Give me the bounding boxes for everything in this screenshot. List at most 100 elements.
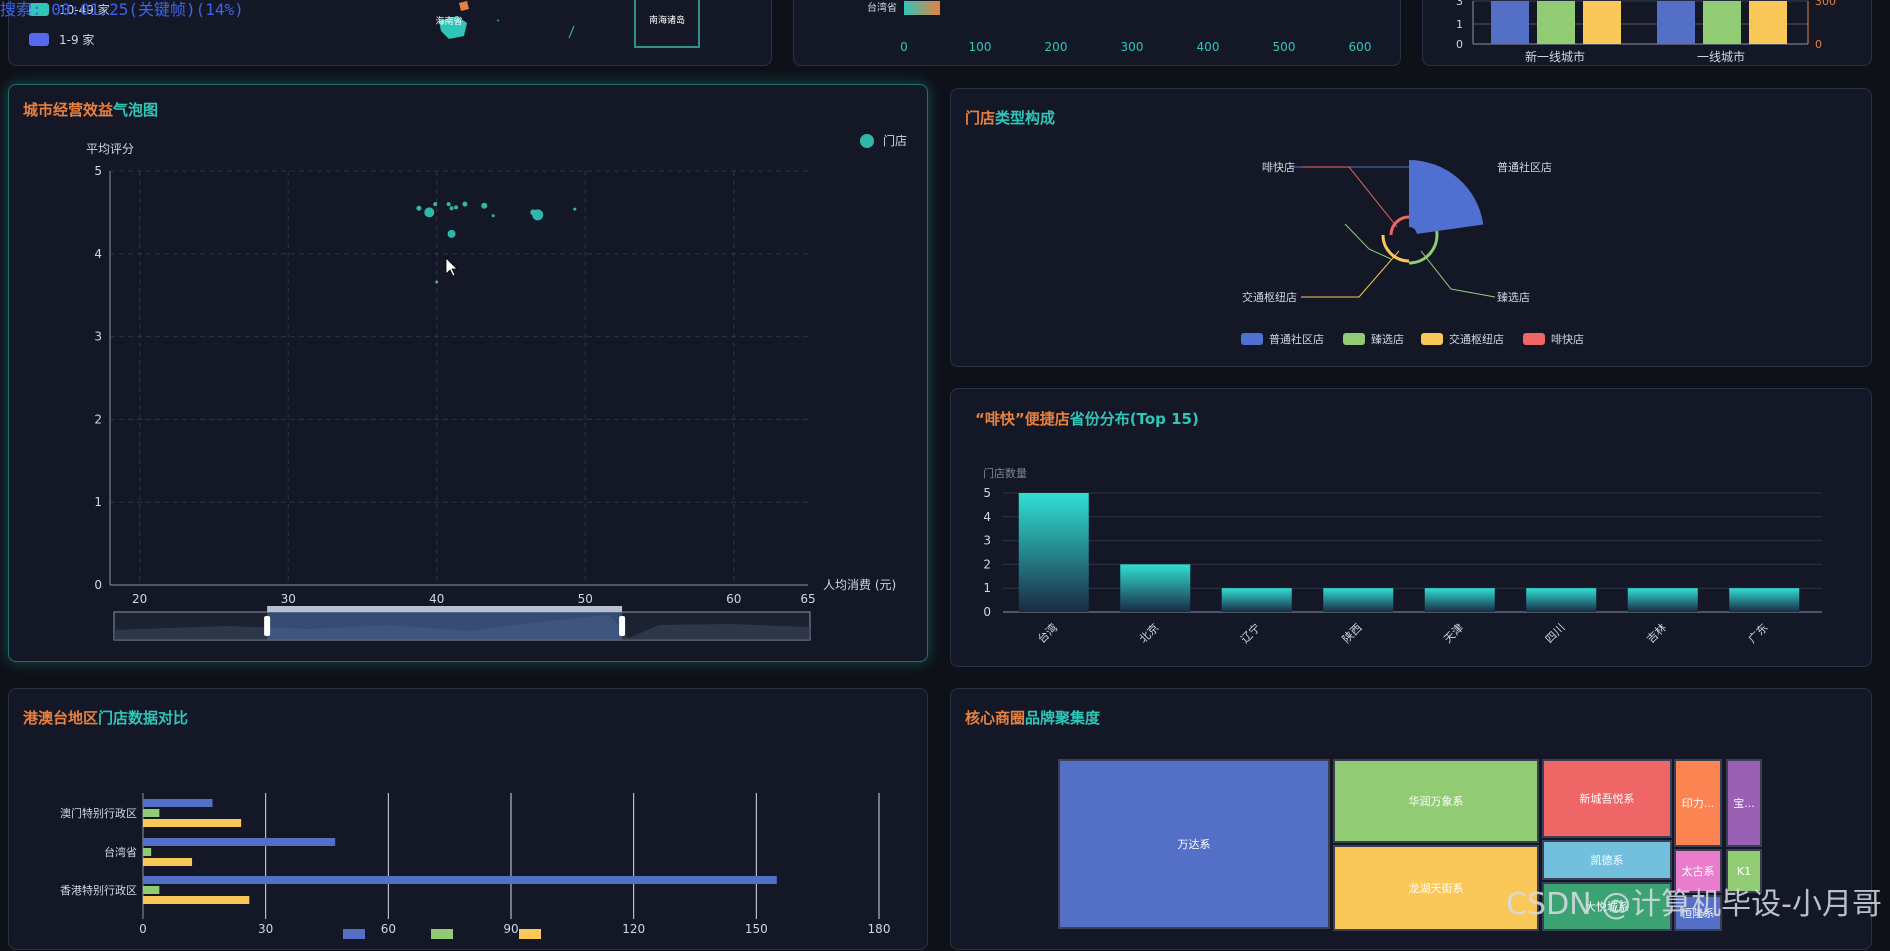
x-tick: 300 bbox=[1121, 40, 1144, 54]
bubble-point[interactable] bbox=[424, 207, 435, 218]
legend-swatch[interactable] bbox=[519, 929, 541, 939]
hmt-panel: 港澳台地区门店数据对比 0 30 60 90 120 150 180 香港特别行政区 台湾省 澳… bbox=[8, 688, 928, 950]
legend-label: 门店 bbox=[883, 133, 907, 148]
map-shape[interactable] bbox=[459, 1, 469, 11]
hmt-bar[interactable] bbox=[143, 819, 242, 827]
legend-swatch[interactable] bbox=[1523, 333, 1545, 345]
pie-slice[interactable] bbox=[1409, 160, 1484, 234]
hmt-bar[interactable] bbox=[143, 838, 336, 846]
treemap-cell[interactable] bbox=[1542, 840, 1672, 880]
pie-panel: 门店类型构成 普通社区店 臻选店 交通枢纽店 啡快店 普通社区店 臻选店 交通枢纽店 啡快店 bbox=[950, 88, 1872, 367]
hmt-bar[interactable] bbox=[143, 809, 160, 817]
bubble-point[interactable] bbox=[454, 205, 459, 210]
x-tick: 50 bbox=[578, 592, 593, 606]
y-tick: 2 bbox=[94, 412, 102, 426]
hainan-shape[interactable] bbox=[439, 16, 467, 39]
bubble-point[interactable] bbox=[447, 229, 456, 238]
zoom-handle[interactable] bbox=[264, 616, 271, 636]
visual-map-bar[interactable] bbox=[904, 1, 940, 15]
y-axis-title: 平均评分 bbox=[86, 142, 134, 156]
legend-marker[interactable] bbox=[860, 134, 874, 148]
treemap-cell[interactable] bbox=[1333, 759, 1539, 843]
province-bar[interactable] bbox=[1120, 564, 1191, 612]
treemap-cell[interactable] bbox=[1726, 759, 1762, 847]
treemap-label: 太古系 bbox=[1682, 865, 1715, 878]
y-tick: 4 bbox=[983, 510, 991, 524]
treemap-cell[interactable] bbox=[1542, 882, 1672, 931]
hmt-bar[interactable] bbox=[143, 858, 193, 866]
top-right-panel: 新一线城市 一线城市 3 1 0 300 0 bbox=[1422, 0, 1872, 66]
bar[interactable] bbox=[1749, 1, 1787, 44]
bubble-point[interactable] bbox=[530, 209, 537, 216]
bubble-point[interactable] bbox=[416, 205, 422, 211]
bubble-point[interactable] bbox=[433, 202, 438, 207]
province-bar[interactable] bbox=[1424, 588, 1495, 612]
bubble-point[interactable] bbox=[446, 202, 451, 207]
province-bar[interactable] bbox=[1526, 588, 1597, 612]
bubble-point[interactable] bbox=[481, 202, 488, 209]
y-tick: 香港特别行政区 bbox=[60, 883, 137, 897]
treemap-label: 新城吾悦系 bbox=[1580, 792, 1635, 806]
province-bar[interactable] bbox=[1627, 588, 1698, 612]
legend-swatch[interactable] bbox=[431, 929, 453, 939]
map-line bbox=[496, 19, 500, 22]
bar[interactable] bbox=[1583, 1, 1621, 44]
bar[interactable] bbox=[1657, 1, 1695, 44]
treemap-cell[interactable] bbox=[1058, 759, 1330, 929]
zoom-move-bar[interactable] bbox=[267, 606, 623, 612]
bubble-point[interactable] bbox=[449, 206, 454, 211]
bubble-point[interactable] bbox=[462, 201, 468, 207]
treemap-cell[interactable] bbox=[1674, 895, 1722, 931]
province-bar[interactable] bbox=[1323, 588, 1394, 612]
treemap-panel: 核心商圈品牌聚集度 万达系 华润万象系 龙湖天街系 新城吾悦系 凯德系 大悦城系 印力...… bbox=[950, 688, 1872, 950]
legend-swatch[interactable] bbox=[1343, 333, 1365, 345]
treemap-cell[interactable] bbox=[1333, 845, 1539, 931]
bar[interactable] bbox=[1537, 1, 1575, 44]
zoom-selection[interactable] bbox=[267, 612, 623, 640]
pie-slice[interactable] bbox=[1381, 234, 1410, 263]
province-bar[interactable] bbox=[1221, 588, 1292, 612]
treemap-cell[interactable] bbox=[1542, 759, 1672, 838]
pie-slice[interactable] bbox=[1389, 215, 1410, 236]
hmt-bar[interactable] bbox=[143, 886, 160, 894]
pie-label: 啡快店 bbox=[1262, 160, 1295, 174]
province-bar-chart: 门店数量 0 1 2 3 4 5 台湾 北京 辽宁 陕西 天津 四川 吉林 广东 bbox=[983, 466, 1822, 646]
y-tick: 台湾省 bbox=[104, 845, 137, 859]
hmt-bar[interactable] bbox=[143, 848, 152, 856]
hmt-bar[interactable] bbox=[143, 799, 213, 807]
bubble-point[interactable] bbox=[435, 280, 439, 284]
hmt-bar[interactable] bbox=[143, 876, 777, 884]
bubble-point[interactable] bbox=[573, 207, 577, 211]
treemap-cell[interactable] bbox=[1674, 759, 1722, 847]
province-panel: “啡快”便捷店省份分布(Top 15) 门店数量 0 1 2 3 4 5 台湾 北京 辽宁 陕西… bbox=[950, 388, 1872, 667]
province-bar[interactable] bbox=[1729, 588, 1800, 612]
x-tick: 60 bbox=[381, 922, 396, 936]
top-right-svg: 新一线城市 一线城市 3 1 0 300 0 bbox=[1456, 0, 1836, 64]
label-line bbox=[1344, 223, 1392, 260]
mouse-cursor-icon bbox=[445, 257, 458, 277]
y-tick: 4 bbox=[94, 247, 102, 261]
legend-label-1: 10-49 家 bbox=[59, 2, 110, 17]
zoom-handle[interactable] bbox=[619, 616, 626, 636]
legend-label: 交通枢纽店 bbox=[1449, 332, 1504, 346]
pie-slice[interactable] bbox=[1408, 230, 1439, 265]
x-tick: 90 bbox=[503, 922, 518, 936]
bar[interactable] bbox=[1703, 1, 1741, 44]
legend-swatch-1[interactable] bbox=[29, 3, 49, 16]
treemap-cell[interactable] bbox=[1674, 849, 1722, 893]
bar[interactable] bbox=[1491, 1, 1529, 44]
province-bar[interactable] bbox=[1018, 493, 1089, 612]
legend-swatch[interactable] bbox=[1241, 333, 1263, 345]
legend-swatch-2[interactable] bbox=[29, 33, 49, 46]
bubble-point[interactable] bbox=[491, 214, 495, 218]
legend-swatch[interactable] bbox=[343, 929, 365, 939]
treemap-cell[interactable] bbox=[1726, 849, 1762, 893]
hmt-bar[interactable] bbox=[143, 896, 250, 904]
video-status-overlay: 搜索: 00:01:25(关键帧)(14%) bbox=[0, 0, 244, 19]
pie-label: 交通枢纽店 bbox=[1242, 290, 1297, 304]
category-label: 新一线城市 bbox=[1525, 49, 1585, 64]
x-tick: 150 bbox=[745, 922, 768, 936]
legend-swatch[interactable] bbox=[1421, 333, 1443, 345]
label-line bbox=[1420, 250, 1496, 298]
